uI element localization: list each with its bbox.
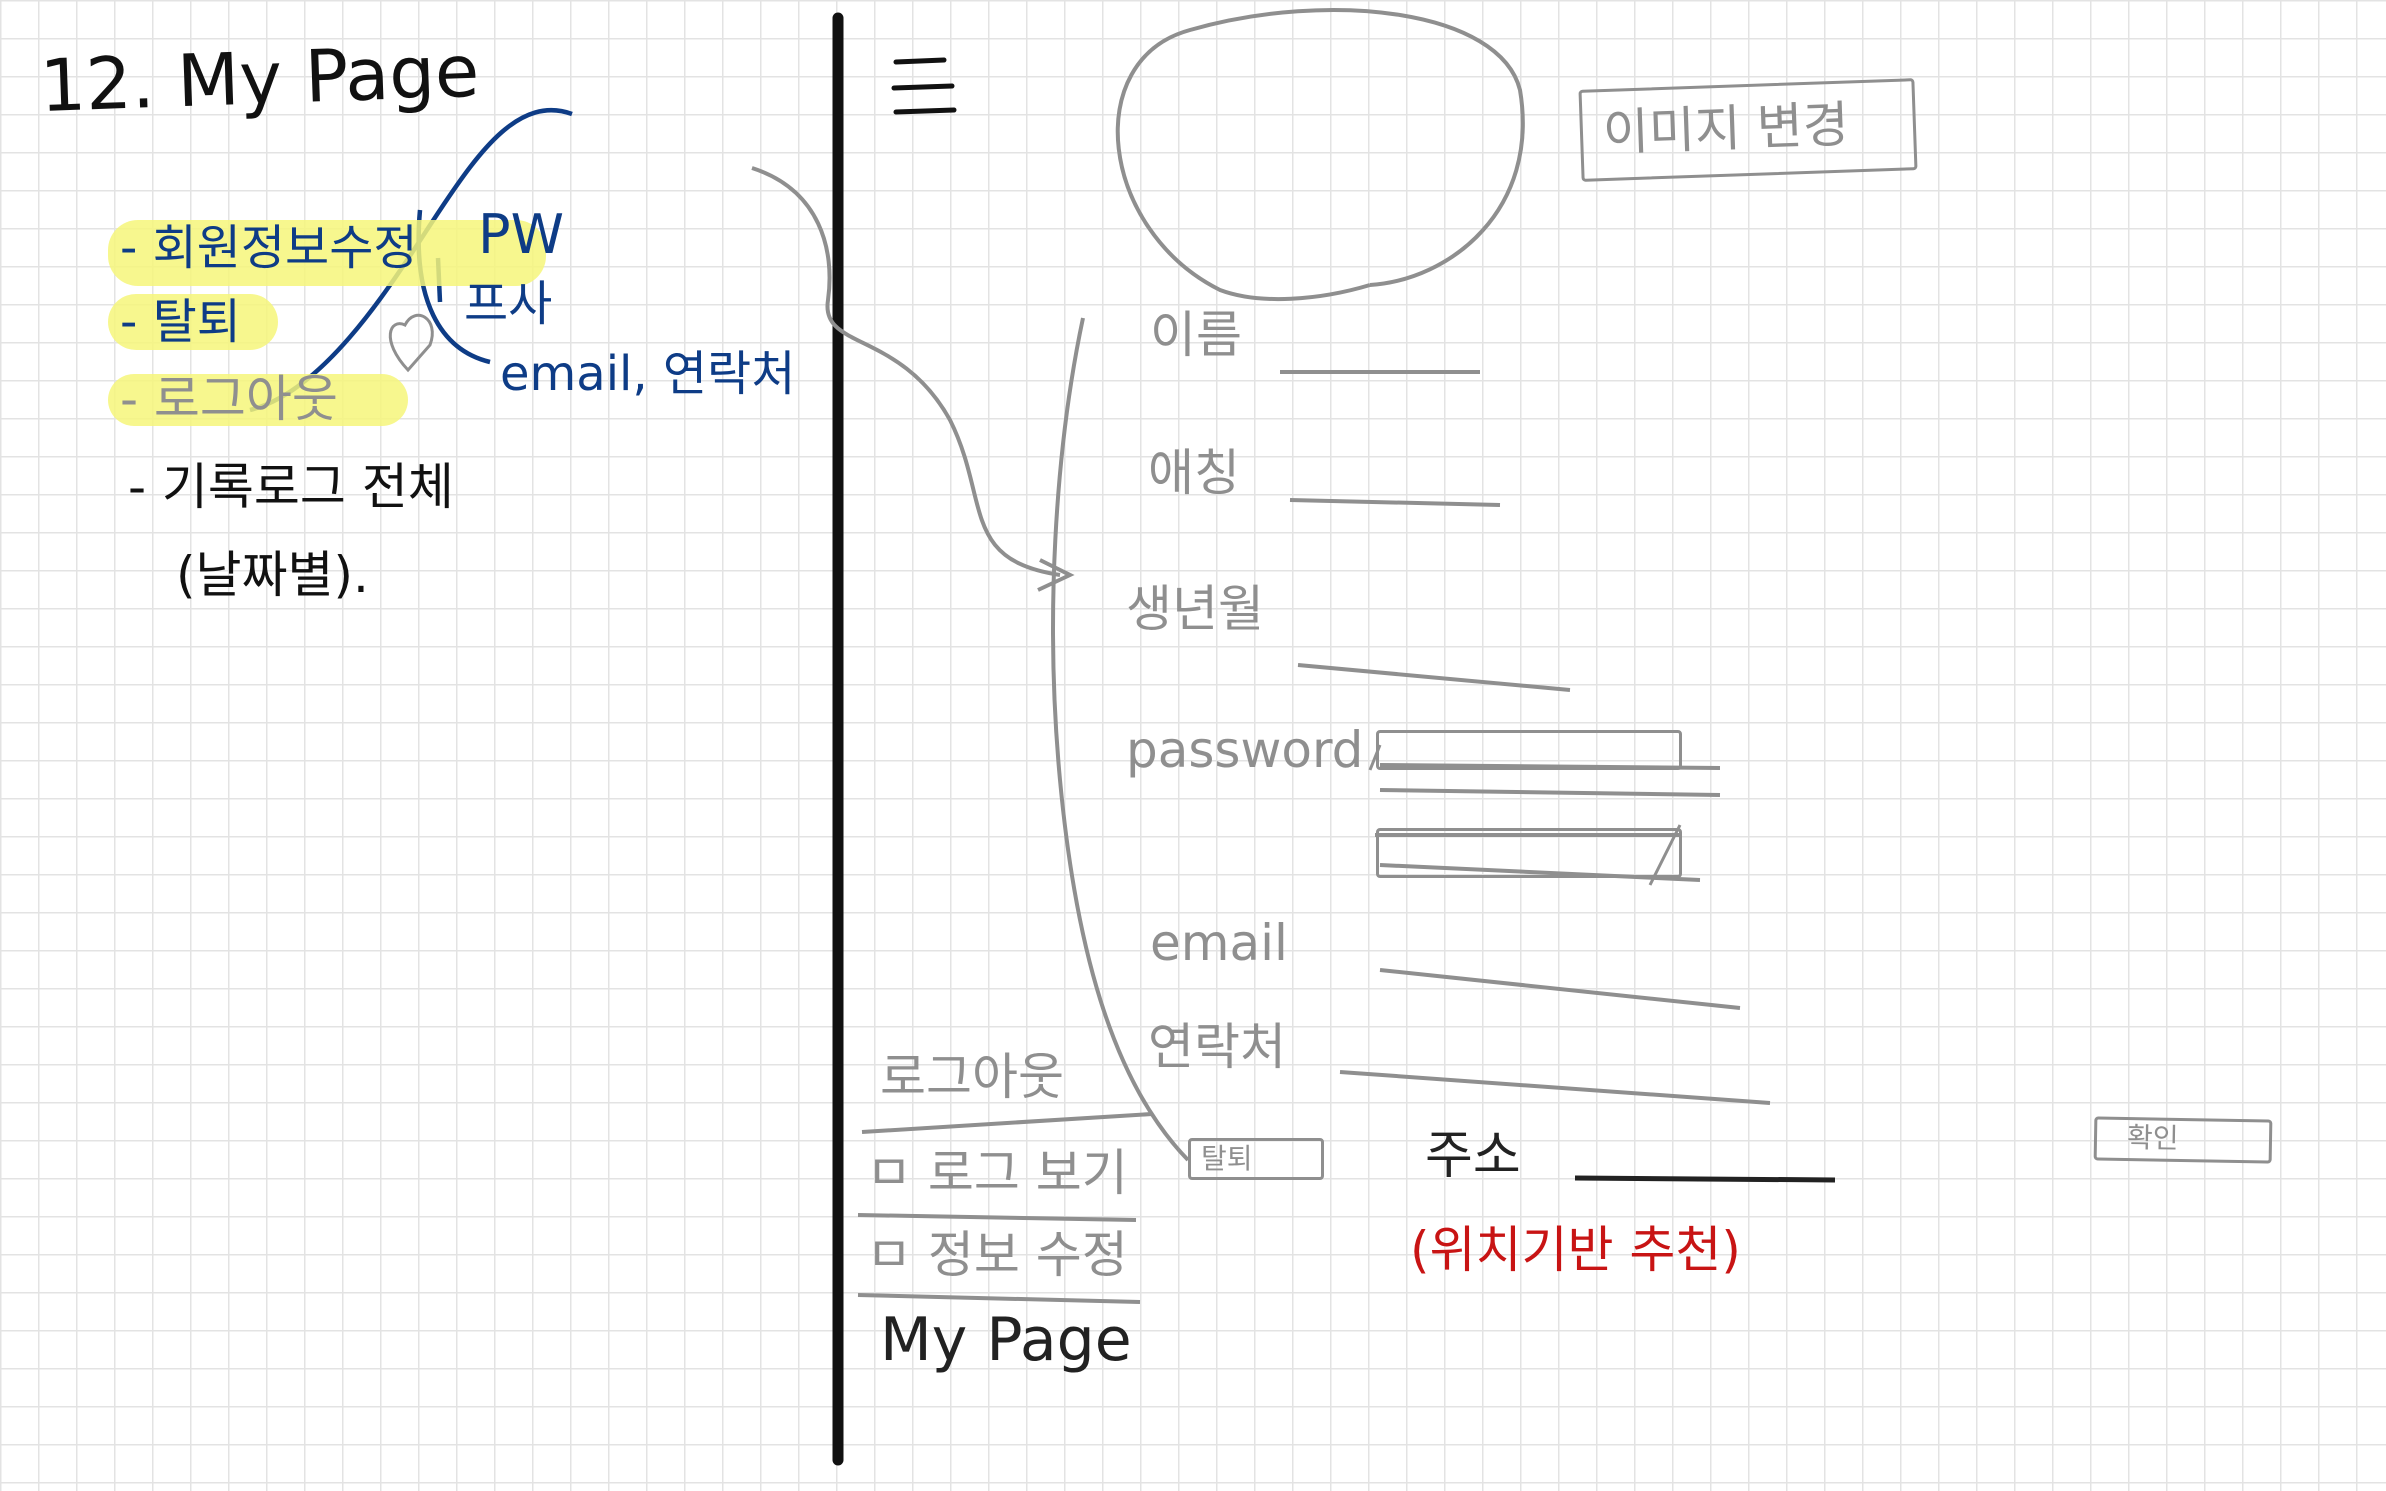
email-label: email xyxy=(1150,914,1288,972)
birthday-label: 생년월 xyxy=(1126,580,1264,638)
password-label: password xyxy=(1126,721,1364,779)
note-item-edit-info: - 회원정보수정 xyxy=(120,220,418,276)
withdraw-button[interactable]: 탈퇴 xyxy=(1188,1138,1324,1180)
withdraw-button-label: 탈퇴 xyxy=(1201,1142,1253,1175)
page-title: 12. My Page xyxy=(38,28,481,128)
side-menu-logout[interactable]: 로그아웃 xyxy=(880,1048,1064,1106)
change-image-button-label: 이미지 변경 xyxy=(1602,95,1850,163)
info-field-email-contact: email, 연락처 xyxy=(500,346,796,402)
nickname-label: 애칭 xyxy=(1148,444,1240,502)
highlight-bar xyxy=(108,294,278,350)
highlight-bar xyxy=(108,374,408,426)
side-menu-edit-info[interactable]: ㅁ 정보 수정 xyxy=(866,1226,1128,1284)
highlight-bar xyxy=(108,220,546,286)
contact-label: 연락처 xyxy=(1148,1018,1286,1076)
name-label: 이름 xyxy=(1150,306,1242,364)
note-item-logout: - 로그아웃 xyxy=(120,370,338,428)
change-image-button[interactable]: 이미지 변경 xyxy=(1578,78,1918,182)
side-menu-view-logs[interactable]: ㅁ 로그 보기 xyxy=(866,1144,1128,1202)
hamburger-menu-icon[interactable] xyxy=(891,57,957,115)
note-item-logs-sub: (날짜별). xyxy=(176,546,369,604)
confirm-button[interactable]: 확인 xyxy=(2093,1116,2273,1164)
info-field-photo: 프사 xyxy=(464,276,553,332)
password-confirm-input[interactable] xyxy=(1376,828,1682,878)
address-label: 주소 xyxy=(1425,1126,1521,1186)
note-item-withdraw: - 탈퇴 xyxy=(120,294,241,350)
address-hint: (위치기반 추천) xyxy=(1410,1221,1741,1279)
password-input[interactable] xyxy=(1376,730,1682,770)
side-menu-footer: My Page xyxy=(880,1305,1132,1375)
confirm-button-label: 확인 xyxy=(2126,1121,2179,1155)
info-field-pw: PW xyxy=(478,203,564,266)
avatar[interactable] xyxy=(1115,8,1525,302)
note-item-logs: - 기록로그 전체 xyxy=(128,458,454,516)
